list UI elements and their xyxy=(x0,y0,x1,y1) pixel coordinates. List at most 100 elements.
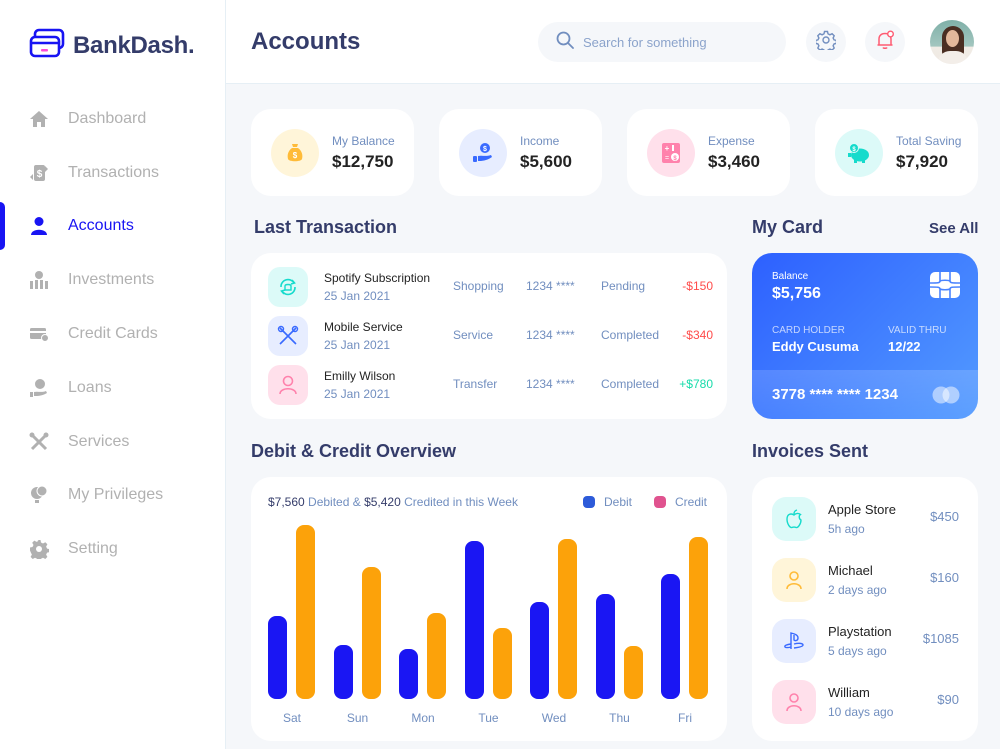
invoice-amount: $90 xyxy=(937,692,959,707)
sidebar-item-loans[interactable]: Loans xyxy=(0,361,226,415)
sidebar-item-label: Transactions xyxy=(68,163,159,181)
sidebar-item-label: Credit Cards xyxy=(68,325,158,343)
x-axis-label: Sun xyxy=(346,711,369,725)
bar-debit-tue[interactable] xyxy=(464,541,484,699)
transaction-date: 25 Jan 2021 xyxy=(324,289,391,303)
sidebar-item-accounts[interactable]: Accounts xyxy=(0,200,226,254)
bar-debit-fri[interactable] xyxy=(661,574,680,699)
sidebar-item-credit-cards[interactable]: Credit Cards xyxy=(0,307,226,361)
last-transaction-panel: Spotify Subscription 25 Jan 2021 Shopping… xyxy=(251,253,727,419)
sidebar-item-label: Loans xyxy=(68,378,112,396)
x-axis-label: Wed xyxy=(541,711,567,725)
logo[interactable]: BankDash. xyxy=(29,28,195,63)
user-icon xyxy=(29,216,49,236)
legend-debit[interactable]: Debit xyxy=(583,495,632,509)
x-axis-label: Thu xyxy=(609,711,630,725)
bar-debit-sun[interactable] xyxy=(333,645,353,699)
invoice-amount: $450 xyxy=(930,509,959,524)
transaction-category: Transfer xyxy=(453,377,498,391)
transaction-row[interactable]: Mobile Service 25 Jan 2021 Service 1234 *… xyxy=(268,316,713,356)
hand-money-icon: $ xyxy=(459,128,507,177)
app-name: BankDash. xyxy=(73,31,195,59)
invoice-row[interactable]: Michael 2 days ago $160 xyxy=(772,557,959,603)
invoice-name: William xyxy=(828,685,870,700)
user-avatar[interactable] xyxy=(930,20,974,64)
overview-summary: $7,560 Debited & $5,420 Credited in this… xyxy=(268,495,518,509)
privileges-icon xyxy=(29,485,49,505)
sidebar-item-services[interactable]: Services xyxy=(0,415,226,469)
invoice-time: 2 days ago xyxy=(828,583,887,597)
sidebar-item-transactions[interactable]: $ Transactions xyxy=(0,146,226,200)
settings-button[interactable] xyxy=(806,22,846,62)
invoice-row[interactable]: Apple Store 5h ago $450 xyxy=(772,496,959,542)
calculator-icon: + = $ xyxy=(647,128,695,177)
bar-credit-mon[interactable] xyxy=(427,613,446,699)
invoice-amount: $1085 xyxy=(922,631,959,646)
invoice-time: 10 days ago xyxy=(828,705,894,719)
search-input[interactable] xyxy=(583,34,763,50)
sidebar-item-investments[interactable]: Investments xyxy=(0,253,226,307)
bar-debit-sat[interactable] xyxy=(268,616,287,699)
credit-card[interactable]: Balance $5,756 CARD HOLDER Eddy Cusuma V… xyxy=(752,253,978,419)
stat-label: Total Saving xyxy=(896,133,962,148)
x-axis-label: Fri xyxy=(678,711,692,725)
invoice-name: Apple Store xyxy=(828,502,896,517)
services-icon xyxy=(29,432,49,452)
bar-credit-sat[interactable] xyxy=(296,525,315,699)
transaction-amount: -$340 xyxy=(682,328,713,342)
transaction-row[interactable]: Emilly Wilson 25 Jan 2021 Transfer 1234 *… xyxy=(268,365,713,405)
stat-card-expense: + = $ Expense $3,460 xyxy=(627,109,790,196)
bar-credit-sun[interactable] xyxy=(361,567,381,699)
sidebar-item-label: Investments xyxy=(68,271,155,289)
bar-debit-thu[interactable] xyxy=(595,594,615,699)
subscription-icon xyxy=(268,267,308,307)
svg-text:$: $ xyxy=(852,147,856,153)
see-all-link[interactable]: See All xyxy=(929,220,979,237)
bar-credit-tue[interactable] xyxy=(492,628,512,699)
last-transaction-title: Last Transaction xyxy=(254,217,398,237)
invoice-row[interactable]: William 10 days ago $90 xyxy=(772,679,959,725)
bar-debit-mon[interactable] xyxy=(399,649,418,699)
card-balance-label: Balance xyxy=(772,271,809,282)
sidebar: BankDash. Dashboard $ Transactions Accou… xyxy=(0,0,226,749)
sidebar-item-label: Services xyxy=(68,432,130,450)
invoice-amount: $160 xyxy=(930,570,959,585)
stat-value: $3,460 xyxy=(708,151,760,171)
transaction-name: Emilly Wilson xyxy=(324,369,396,383)
sidebar-item-setting[interactable]: Setting xyxy=(0,522,226,576)
invoice-time: 5h ago xyxy=(828,522,865,536)
chip-icon xyxy=(929,272,961,303)
sidebar-item-my-privileges[interactable]: My Privileges xyxy=(0,469,226,523)
transaction-card: 1234 **** xyxy=(526,328,575,342)
stat-label: Income xyxy=(520,133,560,148)
svg-text:$: $ xyxy=(483,146,487,153)
user-icon xyxy=(268,365,308,405)
transaction-date: 25 Jan 2021 xyxy=(324,387,391,401)
bar-debit-wed[interactable] xyxy=(530,602,549,699)
my-card-title: My Card xyxy=(752,217,824,237)
search-bar[interactable] xyxy=(538,22,786,62)
notifications-button[interactable] xyxy=(865,22,905,62)
gear-icon xyxy=(814,30,838,55)
transaction-name: Spotify Subscription xyxy=(324,271,431,285)
card-number: 3778 **** **** 1234 xyxy=(772,386,898,403)
bar-credit-thu[interactable] xyxy=(623,646,643,699)
gear-icon xyxy=(29,539,49,560)
transaction-category: Service xyxy=(453,328,494,342)
x-axis-label: Mon xyxy=(411,711,435,725)
transaction-card: 1234 **** xyxy=(526,279,575,293)
stat-label: Expense xyxy=(708,133,755,148)
page-title: Accounts xyxy=(251,28,361,55)
legend-credit[interactable]: Credit xyxy=(654,495,707,509)
sidebar-item-dashboard[interactable]: Dashboard xyxy=(0,92,226,146)
overview-title: Debit & Credit Overview xyxy=(251,441,457,461)
stat-card-income: $ Income $5,600 xyxy=(439,109,602,196)
bar-credit-wed[interactable] xyxy=(558,539,577,699)
top-header: Accounts xyxy=(226,0,1000,84)
stat-value: $7,920 xyxy=(896,151,948,171)
transaction-row[interactable]: Spotify Subscription 25 Jan 2021 Shopping… xyxy=(268,267,713,307)
sidebar-item-label: Accounts xyxy=(68,217,134,235)
bar-credit-fri[interactable] xyxy=(689,537,708,699)
invoice-row[interactable]: Playstation 5 days ago $1085 xyxy=(772,618,959,664)
transaction-category: Shopping xyxy=(453,279,504,293)
